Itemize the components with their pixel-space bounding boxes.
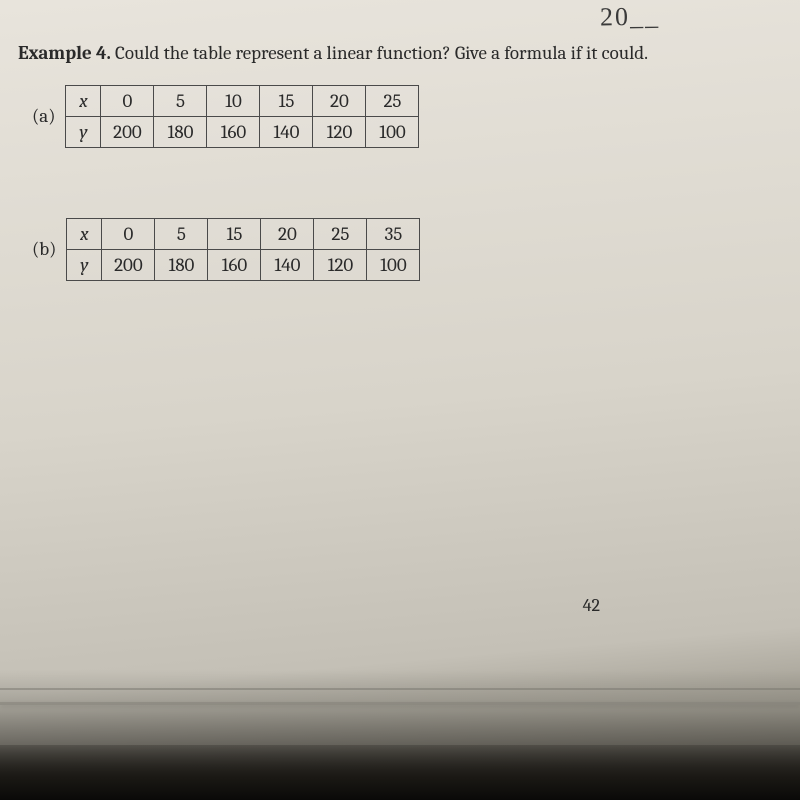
cell: 15 bbox=[260, 85, 313, 116]
title-rest: Could the table represent a linear funct… bbox=[111, 42, 648, 64]
table-row: y 200 180 160 140 120 100 bbox=[66, 116, 419, 147]
row-header: y bbox=[66, 116, 101, 147]
cell: 35 bbox=[367, 218, 420, 249]
table-a: x 0 5 10 15 20 25 y 200 180 160 140 120 … bbox=[65, 85, 419, 148]
table-b: x 0 5 15 20 25 35 y 200 180 160 140 120 … bbox=[66, 218, 420, 281]
table-row: x 0 5 15 20 25 35 bbox=[67, 218, 420, 249]
cell: 100 bbox=[366, 116, 419, 147]
cell: 0 bbox=[101, 85, 154, 116]
cell: 5 bbox=[154, 85, 207, 116]
handwritten-scribble: 20__ bbox=[600, 1, 661, 32]
problem-a: (a) x 0 5 10 15 20 25 y 200 180 160 140 … bbox=[32, 85, 782, 148]
cell: 120 bbox=[314, 249, 367, 280]
cell: 20 bbox=[261, 218, 314, 249]
row-header: y bbox=[67, 249, 102, 280]
cell: 25 bbox=[314, 218, 367, 249]
cell: 100 bbox=[367, 249, 420, 280]
cell: 120 bbox=[313, 116, 366, 147]
cell: 5 bbox=[155, 218, 208, 249]
title-bold: Example 4. bbox=[18, 42, 111, 64]
cell: 140 bbox=[261, 249, 314, 280]
row-header: x bbox=[67, 218, 102, 249]
cell: 180 bbox=[155, 249, 208, 280]
cell: 180 bbox=[154, 116, 207, 147]
bottom-dark bbox=[0, 745, 800, 800]
problem-letter: (b) bbox=[32, 238, 56, 260]
table-row: y 200 180 160 140 120 100 bbox=[67, 249, 420, 280]
cell: 20 bbox=[313, 85, 366, 116]
cell: 0 bbox=[102, 218, 155, 249]
cell: 160 bbox=[208, 249, 261, 280]
example-title: Example 4. Could the table represent a l… bbox=[18, 40, 782, 67]
cell: 200 bbox=[102, 249, 155, 280]
cell: 15 bbox=[208, 218, 261, 249]
cell: 160 bbox=[207, 116, 260, 147]
page-number: 42 bbox=[583, 595, 600, 616]
cell: 10 bbox=[207, 85, 260, 116]
cell: 140 bbox=[260, 116, 313, 147]
page: 20__ Example 4. Could the table represen… bbox=[0, 0, 800, 800]
problem-letter: (a) bbox=[32, 105, 55, 127]
cell: 25 bbox=[366, 85, 419, 116]
problem-b: (b) x 0 5 15 20 25 35 y 200 180 160 140 … bbox=[32, 218, 782, 281]
row-header: x bbox=[66, 85, 101, 116]
table-row: x 0 5 10 15 20 25 bbox=[66, 85, 419, 116]
cell: 200 bbox=[101, 116, 154, 147]
